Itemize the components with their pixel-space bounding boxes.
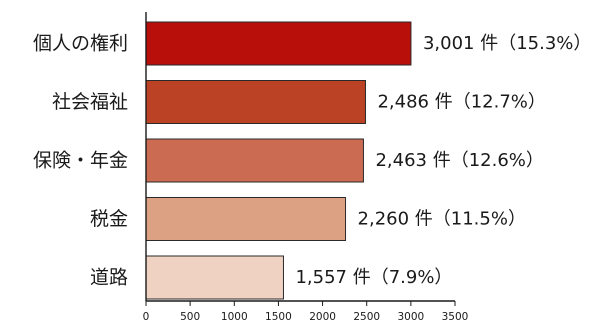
x-tick-label-1500: 1500 — [265, 311, 292, 323]
x-tick-label-0: 0 — [143, 311, 150, 323]
x-tick-label-2500: 2500 — [353, 311, 380, 323]
axes-layer: 0 500 1000 1500 2000 2500 3000 3500 — [143, 12, 469, 323]
bar-5 — [145, 255, 284, 300]
bar-2 — [145, 80, 366, 124]
bars-layer — [145, 21, 412, 300]
bar-4 — [145, 197, 347, 241]
value-label-4: 2,260 件（11.5%） — [358, 209, 526, 230]
bar-3 — [145, 138, 364, 183]
x-tick-label-3500: 3500 — [442, 311, 469, 323]
x-tick-label-3000: 3000 — [397, 311, 424, 323]
category-label-1: 個人の権利 — [33, 33, 128, 55]
category-label-4: 税金 — [90, 208, 128, 230]
value-label-1: 3,001 件（15.3%） — [423, 33, 591, 54]
bar-1 — [145, 21, 412, 66]
category-label-3: 保険・年金 — [33, 150, 128, 172]
value-label-5: 1,557 件（7.9%） — [295, 267, 452, 288]
value-label-2: 2,486 件（12.7%） — [377, 92, 545, 113]
category-label-5: 道路 — [90, 267, 128, 289]
category-label-2: 社会福祉 — [52, 91, 128, 113]
x-tick-label-2000: 2000 — [309, 311, 336, 323]
value-labels-layer: 3,001 件（15.3%） 2,486 件（12.7%） 2,463 件（12.6… — [295, 33, 591, 288]
x-tick-label-500: 500 — [180, 311, 200, 323]
value-label-3: 2,463 件（12.6%） — [375, 150, 543, 171]
x-tick-label-1000: 1000 — [221, 311, 248, 323]
